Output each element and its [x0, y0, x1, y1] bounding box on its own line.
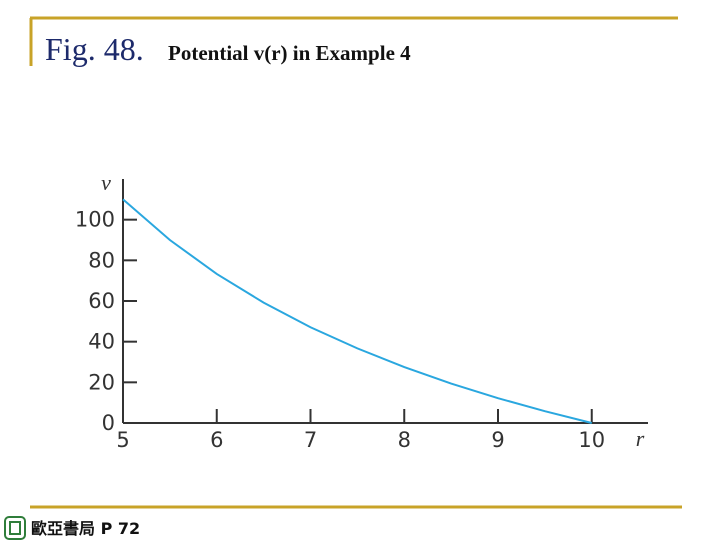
- y-axis-label: v: [101, 170, 111, 195]
- publisher-logo-inner: [9, 521, 21, 535]
- y-tick-label: 60: [88, 289, 115, 313]
- y-tick-label: 80: [88, 248, 115, 272]
- figure-number: Fig. 48.: [45, 31, 144, 67]
- y-tick-label: 0: [102, 411, 115, 435]
- x-tick-label: 5: [116, 428, 129, 452]
- x-axis-label: r: [636, 426, 645, 451]
- x-tick-label: 9: [491, 428, 504, 452]
- x-tick-label: 8: [398, 428, 411, 452]
- publisher-logo: [4, 516, 26, 540]
- curve: [122, 198, 592, 424]
- y-tick-label: 100: [75, 208, 115, 232]
- x-tick-label: 10: [578, 428, 605, 452]
- y-tick-label: 40: [88, 330, 115, 354]
- x-tick-label: 6: [210, 428, 223, 452]
- plot: v r 0 20 40 60 80 100 5 6 7 8 9 10: [75, 170, 648, 452]
- footer-text: 歐亞書局 P 72: [31, 519, 140, 538]
- y-tick-label: 20: [88, 370, 115, 394]
- figure-title: Potential v(r) in Example 4: [168, 41, 411, 65]
- x-tick-label: 7: [304, 428, 317, 452]
